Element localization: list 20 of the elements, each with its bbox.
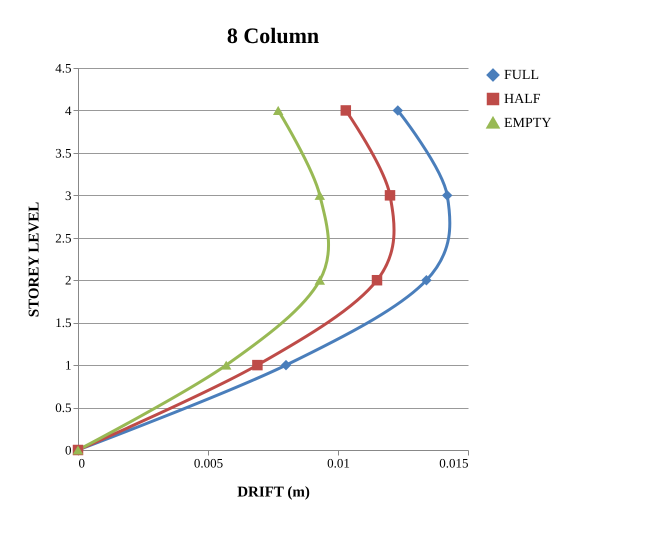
y-tick-label: 1 [65, 358, 72, 373]
y-tick-label: 2 [65, 272, 72, 288]
legend-label: FULL [504, 68, 539, 83]
y-tick-label: 0.5 [55, 400, 72, 416]
x-tick-label: 0 [78, 456, 85, 470]
legend-label: EMPTY [504, 116, 552, 131]
y-tick-label: 4.5 [55, 60, 72, 76]
y-tick-label: 4 [65, 102, 72, 118]
y-axis-title: STOREY LEVEL [26, 202, 42, 318]
x-tick-label: 0.015 [439, 456, 468, 470]
chart-title: 8 Column [226, 23, 320, 48]
x-tick-label: 0.01 [327, 456, 350, 470]
y-tick-label: 1.5 [55, 315, 72, 330]
y-tick-label: 2.5 [55, 230, 72, 246]
y-tick-label: 0 [65, 442, 72, 458]
y-tick-label: 3.5 [55, 145, 72, 160]
x-tick-label: 0.005 [194, 456, 224, 470]
x-axis-title: DRIFT (m) [237, 484, 310, 500]
y-tick-label: 3 [65, 188, 72, 203]
legend-label: HALF [504, 92, 541, 107]
